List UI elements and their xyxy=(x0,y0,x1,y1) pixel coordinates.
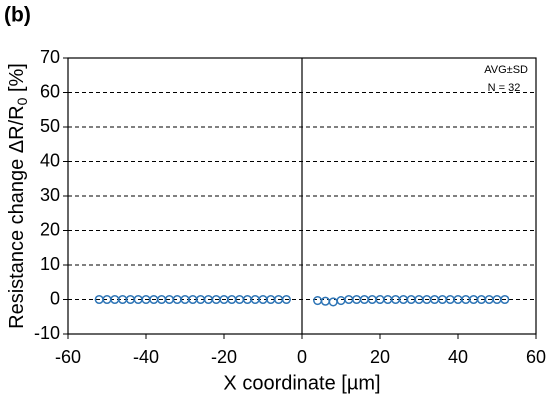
x-tick-label: 0 xyxy=(297,347,307,367)
y-tick-label: 0 xyxy=(50,288,60,308)
point xyxy=(320,296,330,306)
y-tick-label: 20 xyxy=(40,219,60,239)
x-tick-label: -60 xyxy=(55,347,81,367)
y-label-sub: 0 xyxy=(14,97,30,105)
y-tick-label: 50 xyxy=(40,116,60,136)
y-label-unit: [%] xyxy=(6,63,28,97)
y-tick-label: 70 xyxy=(40,47,60,67)
point xyxy=(281,294,291,305)
x-tick-label: 20 xyxy=(370,347,390,367)
x-axis-label: X coordinate [µm] xyxy=(223,372,380,394)
x-tick-label: -40 xyxy=(133,347,159,367)
x-tick-label: 40 xyxy=(448,347,468,367)
annotation: N = 32 xyxy=(488,82,521,94)
y-label-text: Resistance change ΔR/R xyxy=(6,105,28,328)
y-tick-label: 40 xyxy=(40,150,60,170)
y-tick-label: 30 xyxy=(40,185,60,205)
x-tick-label: -20 xyxy=(211,347,237,367)
point xyxy=(328,297,338,307)
point xyxy=(313,295,323,306)
y-tick-label: 60 xyxy=(40,81,60,101)
annotation: AVG±SD xyxy=(484,64,528,76)
y-tick-label: 10 xyxy=(40,254,60,274)
y-tick-label: -10 xyxy=(34,323,60,343)
point xyxy=(336,295,346,306)
point xyxy=(500,294,510,305)
y-axis-label: Resistance change ΔR/R0 [%] xyxy=(6,63,29,329)
x-tick-label: 60 xyxy=(526,347,546,367)
panel-label: (b) xyxy=(4,4,31,27)
